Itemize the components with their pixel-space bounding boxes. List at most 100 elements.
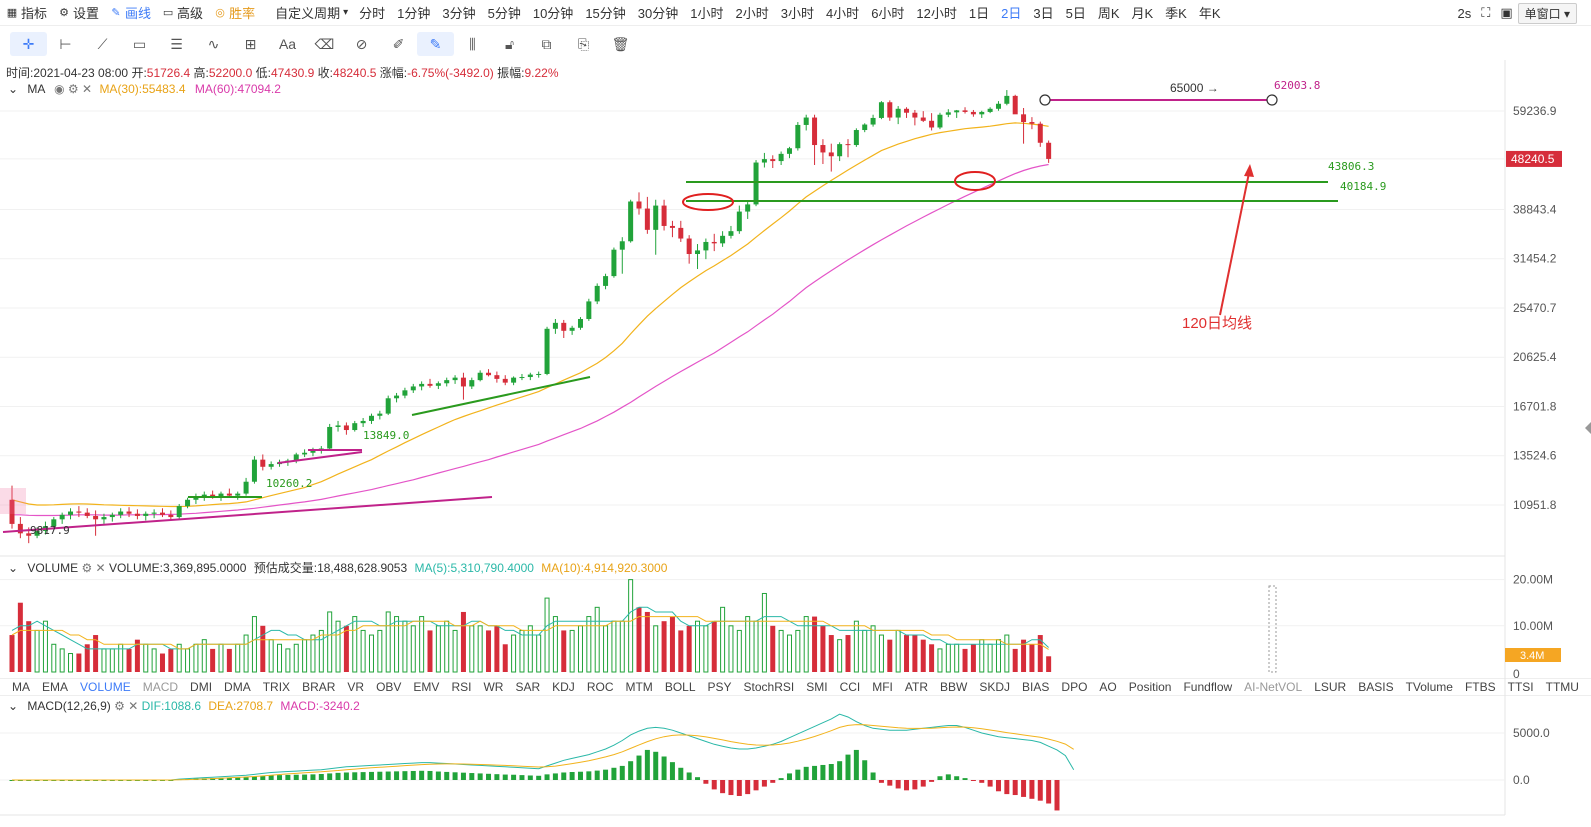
- trendline-3[interactable]: [411, 376, 591, 416]
- indicator-tab-stochrsi[interactable]: StochRSI: [743, 680, 795, 694]
- macd-collapse-icon[interactable]: ⌄: [8, 699, 19, 713]
- highlight-ellipse-2[interactable]: [954, 171, 996, 191]
- ma-collapse-icon[interactable]: ⌄: [8, 82, 19, 96]
- trend-line-icon[interactable]: ⟋: [97, 35, 108, 52]
- close-icon[interactable]: ✕: [95, 561, 106, 575]
- refresh-rate[interactable]: 2s: [1457, 5, 1472, 21]
- indicator-tab-psy[interactable]: PSY: [707, 680, 732, 694]
- brush-icon[interactable]: ✐: [392, 35, 405, 52]
- period-20[interactable]: 年K: [1198, 6, 1221, 21]
- line-handle[interactable]: [1039, 94, 1051, 106]
- window-mode-select[interactable]: 单窗口 ▾: [1517, 2, 1577, 24]
- indicator-tab-obv[interactable]: OBV: [376, 680, 402, 694]
- close-icon[interactable]: ✕: [128, 699, 139, 713]
- toolbar-1-button[interactable]: ▦ 指标: [0, 0, 52, 26]
- screenshot-icon[interactable]: ▣: [1500, 5, 1513, 20]
- indicator-tab-ma[interactable]: MA: [12, 680, 30, 694]
- indicator-tab-dmi[interactable]: DMI: [190, 680, 213, 694]
- indicator-tab-volume[interactable]: VOLUME: [80, 680, 131, 694]
- indicator-tab-dpo[interactable]: DPO: [1061, 680, 1088, 694]
- period-8[interactable]: 2小时: [735, 6, 769, 21]
- hide-icon[interactable]: ⊘: [355, 35, 368, 52]
- indicator-tab-rsi[interactable]: RSI: [451, 680, 472, 694]
- gear-icon[interactable]: ⚙: [67, 82, 79, 96]
- wave-icon[interactable]: ∿: [207, 35, 220, 52]
- gear-icon[interactable]: ⚙: [81, 561, 93, 575]
- vol-collapse-icon[interactable]: ⌄: [8, 561, 19, 575]
- indicator-tab-ao[interactable]: AO: [1099, 680, 1117, 694]
- toolbar-4-button[interactable]: ▭ 高级: [156, 0, 208, 26]
- period-13[interactable]: 1日: [968, 6, 990, 21]
- period-0[interactable]: 分时: [359, 6, 386, 21]
- period-5[interactable]: 15分钟: [585, 6, 626, 21]
- indicator-tab-brar[interactable]: BRAR: [302, 680, 336, 694]
- period-3[interactable]: 5分钟: [487, 6, 521, 21]
- indicator-tab-bbw[interactable]: BBW: [940, 680, 968, 694]
- indicator-tab-ttmu[interactable]: TTMU: [1545, 680, 1579, 694]
- toolbar-3-button[interactable]: ✎ 画线: [104, 0, 156, 26]
- support-trendline-1[interactable]: [2, 496, 493, 533]
- indicator-tab-ai-bsi[interactable]: AI-BSI: [1585, 680, 1591, 694]
- indicator-tab-smi[interactable]: SMI: [806, 680, 828, 694]
- indicator-tab-position[interactable]: Position: [1128, 680, 1172, 694]
- period-14[interactable]: 2日: [1001, 6, 1022, 21]
- indicator-tab-kdj[interactable]: KDJ: [552, 680, 575, 694]
- period-10[interactable]: 4小时: [825, 6, 860, 21]
- indicator-tab-fundflow[interactable]: Fundflow: [1183, 680, 1233, 694]
- indicator-tab-sar[interactable]: SAR: [515, 680, 541, 694]
- indicator-tab-lsur[interactable]: LSUR: [1314, 680, 1347, 694]
- period-11[interactable]: 6小时: [871, 6, 905, 21]
- period-1[interactable]: 1分钟: [397, 6, 431, 21]
- indicator-tab-cci[interactable]: CCI: [839, 680, 861, 694]
- period-4[interactable]: 10分钟: [532, 6, 574, 21]
- period-7[interactable]: 1小时: [690, 6, 724, 21]
- line-handle[interactable]: [1266, 94, 1278, 106]
- crosshair-icon[interactable]: ✛: [10, 32, 47, 56]
- eraser-icon[interactable]: ⌫: [314, 35, 335, 52]
- rectangle-icon[interactable]: ▭: [132, 35, 147, 52]
- indicator-tab-vr[interactable]: VR: [347, 680, 365, 694]
- indicator-tab-wr[interactable]: WR: [483, 680, 504, 694]
- toolbar-2-button[interactable]: ⚙ 设置: [52, 0, 104, 26]
- period-19[interactable]: 季K: [1165, 6, 1187, 21]
- horizontal-line-icon[interactable]: ⊢: [59, 35, 72, 52]
- indicator-tab-macd[interactable]: MACD: [142, 680, 179, 694]
- fullscreen-icon[interactable]: ⛶: [1481, 5, 1491, 20]
- indicator-tab-ema[interactable]: EMA: [42, 680, 69, 694]
- period-12[interactable]: 12小时: [916, 6, 957, 21]
- indicator-tab-ttsi[interactable]: TTSI: [1507, 680, 1534, 694]
- indicator-tab-skdj[interactable]: SKDJ: [979, 680, 1011, 694]
- period-16[interactable]: 5日: [1065, 6, 1086, 21]
- lock-icon[interactable]: 🔓︎: [504, 35, 515, 52]
- parallel-channel-icon[interactable]: ☰: [170, 35, 183, 52]
- toolbar-5-button[interactable]: ◎ 胜率: [208, 0, 260, 26]
- indicator-tab-roc[interactable]: ROC: [586, 680, 614, 694]
- period-18[interactable]: 月K: [1131, 6, 1154, 21]
- period-6[interactable]: 30分钟: [637, 6, 679, 21]
- indicator-tab-ai-netvol[interactable]: AI-NetVOL: [1244, 680, 1303, 694]
- trendline-2[interactable]: [277, 451, 363, 464]
- highlight-ellipse-1[interactable]: [682, 193, 734, 211]
- measure-icon[interactable]: ⊞: [244, 35, 257, 52]
- trash-icon[interactable]: 🗑︎: [611, 35, 630, 52]
- indicator-tab-mfi[interactable]: MFI: [872, 680, 893, 694]
- indicator-tab-atr[interactable]: ATR: [904, 680, 929, 694]
- indicator-tab-mtm[interactable]: MTM: [625, 680, 653, 694]
- indicator-tab-dma[interactable]: DMA: [224, 680, 251, 694]
- close-icon[interactable]: ✕: [82, 82, 93, 96]
- candle-style-icon[interactable]: ⫼: [469, 35, 476, 52]
- gear-icon[interactable]: ⚙: [114, 699, 125, 713]
- indicator-tab-ftbs[interactable]: FTBS: [1464, 680, 1496, 694]
- period-17[interactable]: 周K: [1097, 6, 1120, 21]
- save-icon[interactable]: ⎘: [577, 35, 590, 52]
- panel-expand-icon[interactable]: [1585, 422, 1591, 434]
- indicator-tab-trix[interactable]: TRIX: [262, 680, 291, 694]
- custom-period-select[interactable]: 自定义周期 ▾: [270, 0, 353, 26]
- indicator-tab-basis[interactable]: BASIS: [1358, 680, 1394, 694]
- text-icon[interactable]: Aa: [278, 36, 297, 52]
- indicator-tab-bias[interactable]: BIAS: [1022, 680, 1050, 694]
- copy-icon[interactable]: ⧉: [541, 35, 552, 52]
- indicator-tab-emv[interactable]: EMV: [413, 680, 440, 694]
- period-2[interactable]: 3分钟: [442, 6, 476, 21]
- indicator-tab-boll[interactable]: BOLL: [664, 680, 696, 694]
